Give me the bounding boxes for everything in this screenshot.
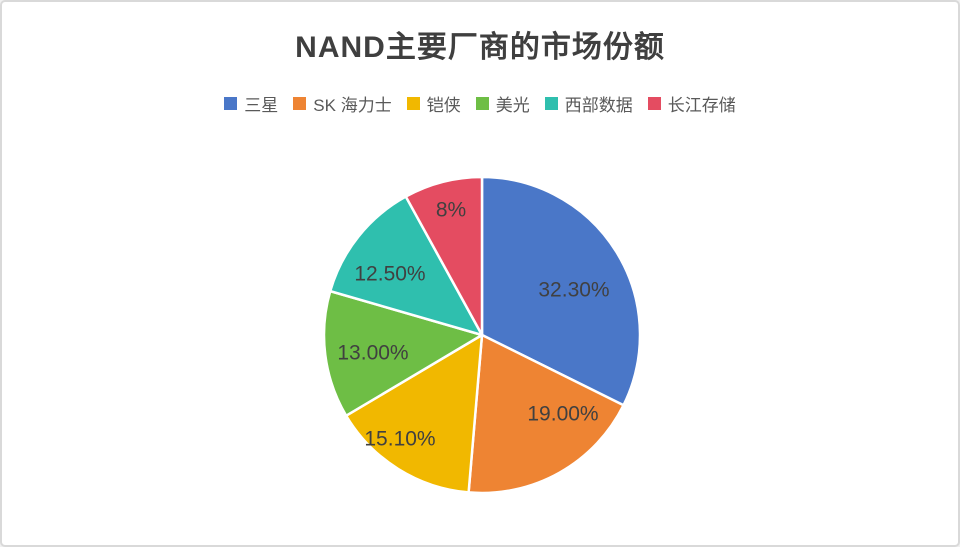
legend-label: 铠侠: [426, 96, 461, 115]
legend-item: 西部数据: [544, 91, 633, 116]
pie-slice-label: 32.30%: [538, 279, 609, 302]
pie-slice-label: 13.00%: [337, 342, 408, 365]
legend-item: 长江存储: [647, 91, 736, 116]
legend-swatch-icon: [544, 97, 558, 110]
legend-swatch-icon: [406, 97, 420, 110]
pie-slice-label: 19.00%: [527, 403, 598, 426]
legend-item: 铠侠: [406, 91, 461, 116]
legend-item: 三星: [224, 91, 278, 116]
legend-swatch-icon: [224, 97, 238, 110]
pie-slice-label: 8%: [436, 199, 466, 222]
pie-slice: [344, 333, 484, 494]
legend-swatch-icon: [293, 97, 307, 110]
pie-slice: [467, 333, 625, 495]
legend-label: 长江存储: [667, 96, 736, 115]
pie-slice: [480, 175, 642, 407]
legend-swatch-icon: [647, 97, 661, 110]
pie-slice-label: 15.10%: [364, 428, 435, 451]
pie-slice: [328, 195, 484, 337]
legend-swatch-icon: [475, 97, 489, 110]
legend-label: 美光: [495, 96, 530, 115]
pie-slice: [404, 175, 484, 337]
legend-item: SK 海力士: [293, 91, 392, 116]
pie-slice: [322, 289, 484, 417]
chart-legend: 三星 SK 海力士 铠侠 美光 西部数据 长江存储: [2, 91, 958, 116]
chart-title: NAND主要厂商的市场份额: [295, 31, 665, 64]
legend-label: SK 海力士: [313, 96, 392, 115]
legend-item: 美光: [475, 91, 530, 116]
pie-slice-label: 12.50%: [354, 263, 425, 286]
legend-label: 西部数据: [564, 96, 633, 115]
legend-label: 三星: [244, 96, 279, 115]
